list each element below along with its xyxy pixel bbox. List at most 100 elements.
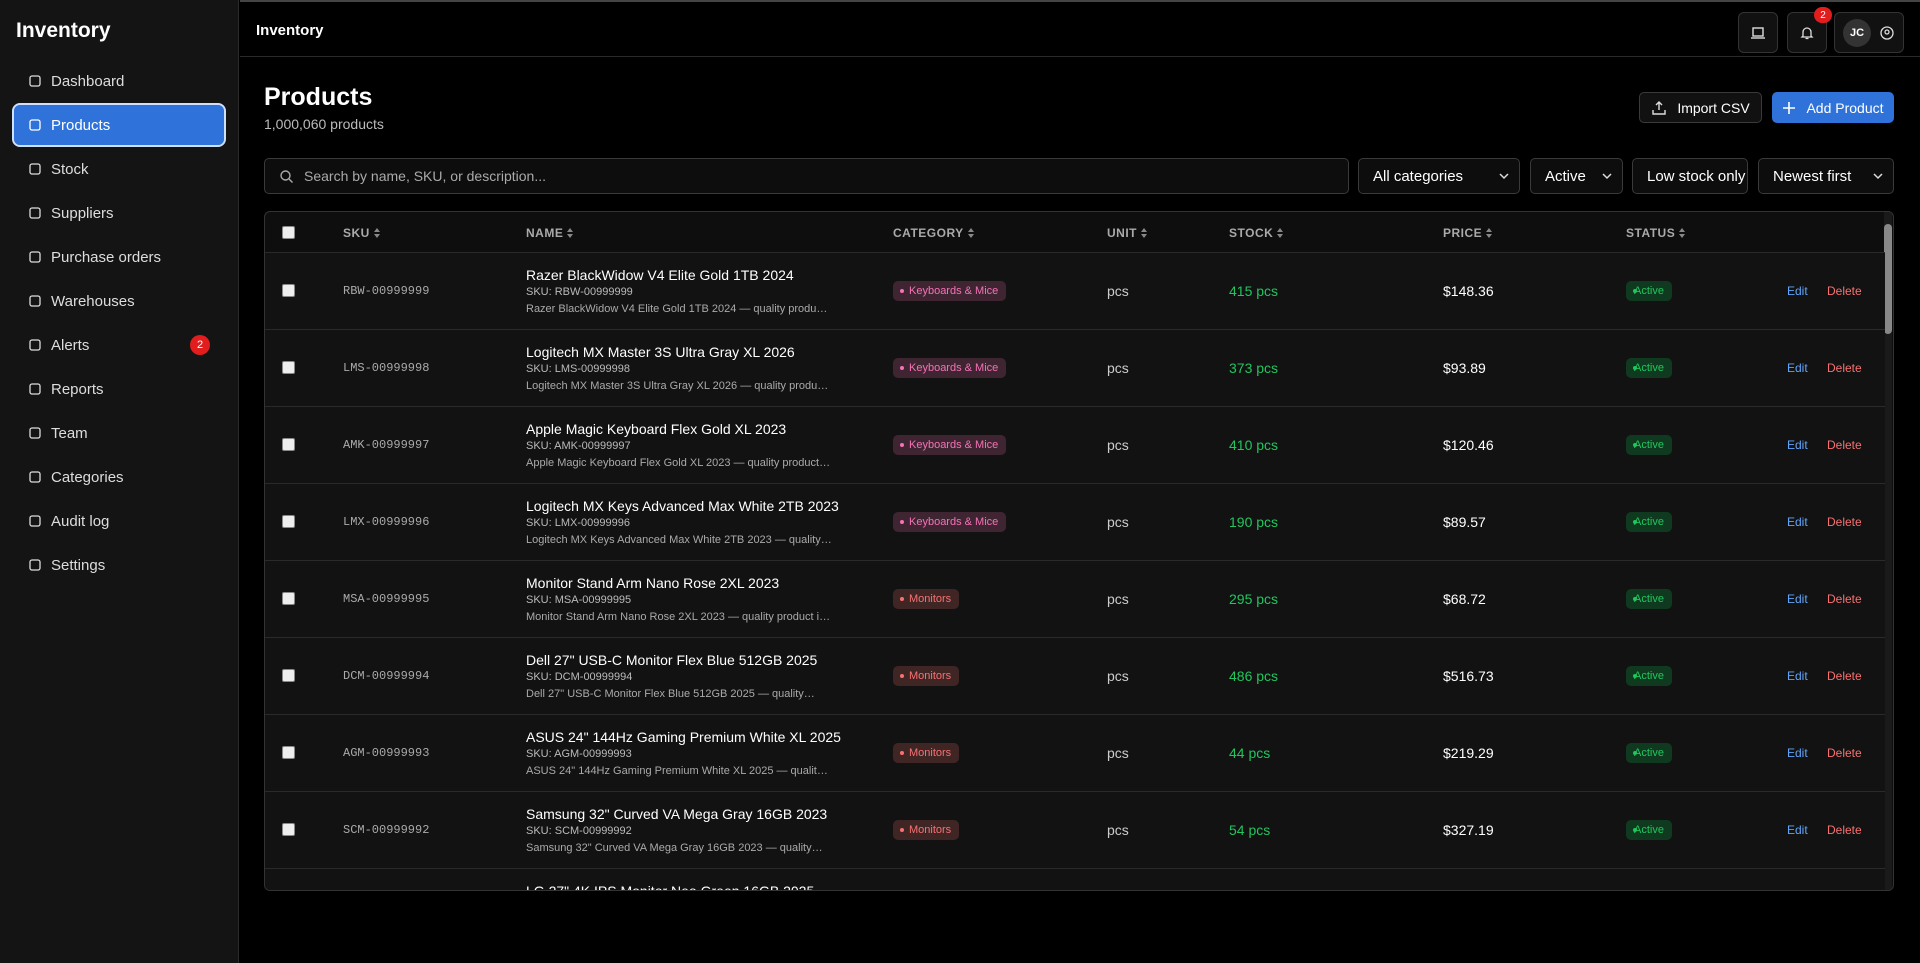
price: $120.46: [1443, 437, 1494, 453]
nav-item[interactable]: Stock: [14, 149, 224, 189]
edit-action[interactable]: Edit: [1787, 438, 1808, 452]
description: Logitech MX Master 3S Ultra Gray XL 2026…: [526, 380, 829, 392]
row-checkbox[interactable]: [282, 746, 295, 759]
row-checkbox[interactable]: [282, 515, 295, 528]
column-header[interactable]: STOCK: [1229, 226, 1284, 240]
notifications-button[interactable]: 2: [1787, 7, 1832, 53]
select-all[interactable]: [282, 226, 295, 239]
product-name: LG 27" 4K IPS Monitor Neo Green 16GB 202…: [526, 883, 815, 891]
filter-toggle[interactable]: Low stock only: [1632, 158, 1748, 194]
table-row: Samsung 32" Curved VA Mega Gray 16GB 202…: [265, 791, 1885, 868]
user-menu[interactable]: JC: [1834, 12, 1904, 53]
nav-item[interactable]: Audit log: [14, 501, 224, 541]
filter-select[interactable]: Active: [1530, 158, 1623, 194]
edit-action[interactable]: Edit: [1787, 592, 1808, 606]
column-header[interactable]: CATEGORY: [893, 226, 974, 240]
nav-item[interactable]: Purchase orders: [14, 237, 224, 277]
nav-item[interactable]: Alerts 2: [14, 325, 224, 365]
nav-item[interactable]: Team: [14, 413, 224, 453]
filter-select[interactable]: All categories: [1358, 158, 1520, 194]
column-label: CATEGORY: [893, 226, 964, 240]
sku: DCM-00999994: [343, 669, 430, 683]
price: $148.36: [1443, 283, 1494, 299]
top-bar: Inventory 2 JC: [240, 0, 1920, 57]
table-row: Dell 27" USB-C Monitor Flex Blue 512GB 2…: [265, 637, 1885, 714]
nav-item[interactable]: Reports: [14, 369, 224, 409]
row-checkbox[interactable]: [282, 823, 295, 836]
column-header[interactable]: PRICE: [1443, 226, 1493, 240]
delete-action[interactable]: Delete: [1827, 361, 1862, 375]
edit-action[interactable]: Edit: [1787, 361, 1808, 375]
nav-label: Warehouses: [51, 292, 135, 310]
notification-badge: 2: [1814, 7, 1832, 23]
price: $89.57: [1443, 514, 1486, 530]
category-badge: Monitors: [893, 743, 960, 763]
delete-action[interactable]: Delete: [1827, 746, 1862, 760]
unit: pcs: [1107, 822, 1129, 838]
edit-action[interactable]: Edit: [1787, 284, 1808, 298]
category-badge: Monitors: [893, 820, 960, 840]
sidebar: Inventory Dashboard Products Stock Supplier…: [0, 0, 239, 963]
price: $327.19: [1443, 822, 1494, 838]
column-header[interactable]: UNIT: [1107, 226, 1147, 240]
unit: pcs: [1107, 437, 1129, 453]
column-header[interactable]: STATUS: [1626, 226, 1686, 240]
table-row: LG 27" 4K IPS Monitor Neo Green 16GB 202…: [265, 868, 1885, 891]
edit-action[interactable]: Edit: [1787, 823, 1808, 837]
unit: pcs: [1107, 745, 1129, 761]
control-label: All categories: [1373, 167, 1464, 185]
nav-item[interactable]: Warehouses: [14, 281, 224, 321]
edit-action[interactable]: Edit: [1787, 746, 1808, 760]
sku: SCM-00999992: [343, 823, 430, 837]
nav-item[interactable]: Suppliers: [14, 193, 224, 233]
scrollbar: [1884, 212, 1892, 890]
control-label: Newest first: [1773, 167, 1852, 185]
sku: LMX-00999996: [343, 515, 430, 529]
table-row: Apple Magic Keyboard Flex Gold XL 2023 AM…: [265, 406, 1885, 483]
device-button[interactable]: [1738, 12, 1778, 53]
status-badge: Active: [1626, 281, 1672, 301]
delete-action[interactable]: Delete: [1827, 284, 1862, 298]
nav-label: Categories: [51, 468, 124, 486]
nav-item[interactable]: Products: [12, 103, 226, 147]
products-table: SKU NAME CATEGORY UNIT STOCK PRICE STATUS Razer…: [264, 211, 1894, 891]
delete-action[interactable]: Delete: [1827, 438, 1862, 452]
delete-action[interactable]: Delete: [1827, 592, 1862, 606]
row-checkbox[interactable]: [282, 284, 295, 297]
delete-action[interactable]: Delete: [1827, 823, 1862, 837]
import-button[interactable]: Import CSV: [1639, 92, 1762, 123]
nav-item[interactable]: Dashboard: [14, 61, 224, 101]
column-label: STATUS: [1626, 226, 1676, 240]
category-badge: Keyboards & Mice: [893, 358, 1007, 378]
table-row: Razer BlackWidow V4 Elite Gold 1TB 2024 R…: [265, 252, 1885, 329]
column-label: UNIT: [1107, 226, 1137, 240]
nav-label: Reports: [51, 380, 104, 398]
unit: pcs: [1107, 283, 1129, 299]
add-button[interactable]: Add Product: [1772, 92, 1894, 123]
row-checkbox[interactable]: [282, 438, 295, 451]
product-name: Dell 27" USB-C Monitor Flex Blue 512GB 2…: [526, 652, 818, 668]
column-header[interactable]: SKU: [343, 226, 380, 240]
row-checkbox[interactable]: [282, 669, 295, 682]
filter-select[interactable]: Newest first: [1758, 158, 1894, 194]
sku-line: SKU: AMK-00999997: [526, 440, 631, 452]
edit-action[interactable]: Edit: [1787, 669, 1808, 683]
delete-action[interactable]: Delete: [1827, 669, 1862, 683]
stock: 415 pcs: [1229, 283, 1279, 299]
row-checkbox[interactable]: [282, 361, 295, 374]
nav-label: Settings: [51, 556, 106, 574]
search-input[interactable]: Search by name, SKU, or description...: [264, 158, 1349, 194]
row-checkbox[interactable]: [282, 592, 295, 605]
stock: 54 pcs: [1229, 822, 1271, 838]
sku: AMK-00999997: [343, 438, 430, 452]
header-title: Inventory: [256, 22, 324, 39]
nav-item[interactable]: Categories: [14, 457, 224, 497]
nav-label: Stock: [51, 160, 89, 178]
button-label: Add Product: [1806, 99, 1884, 116]
column-header[interactable]: NAME: [526, 226, 574, 240]
description: Apple Magic Keyboard Flex Gold XL 2023 —…: [526, 457, 831, 469]
product-count: 1,000,060 products: [264, 116, 384, 132]
edit-action[interactable]: Edit: [1787, 515, 1808, 529]
delete-action[interactable]: Delete: [1827, 515, 1862, 529]
nav-item[interactable]: Settings: [14, 545, 224, 585]
